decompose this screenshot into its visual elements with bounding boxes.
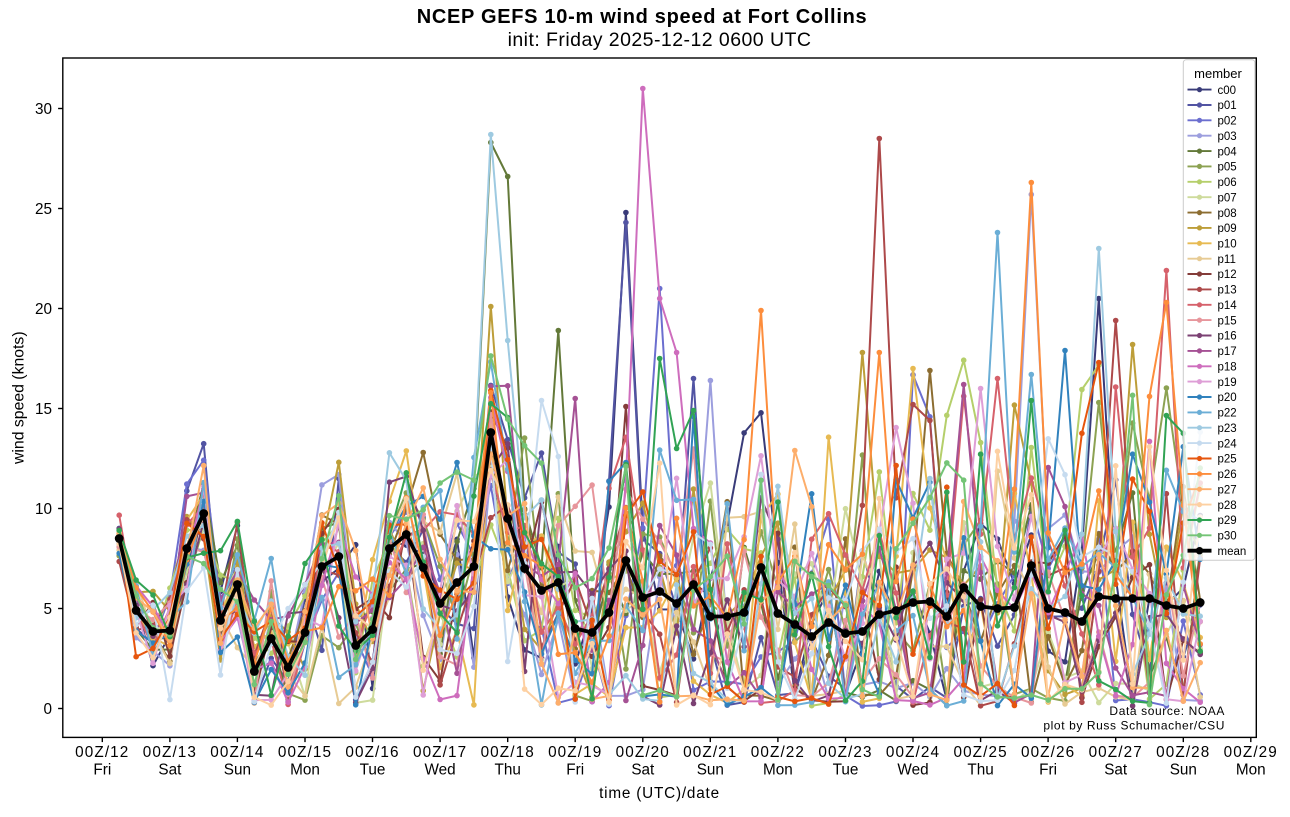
svg-text:00Z/16: 00Z/16 [345, 744, 399, 761]
svg-text:00Z/15: 00Z/15 [278, 744, 332, 761]
svg-text:00Z/19: 00Z/19 [548, 744, 602, 761]
svg-text:00Z/29: 00Z/29 [1224, 744, 1278, 761]
svg-text:Fri: Fri [566, 762, 584, 779]
svg-text:00Z/12: 00Z/12 [75, 744, 129, 761]
svg-text:00Z/20: 00Z/20 [616, 744, 670, 761]
svg-text:Tue: Tue [833, 762, 859, 779]
svg-text:p09: p09 [1218, 223, 1237, 235]
svg-text:p02: p02 [1218, 116, 1237, 128]
svg-text:p23: p23 [1218, 423, 1237, 435]
svg-text:p28: p28 [1218, 500, 1237, 512]
svg-text:00Z/24: 00Z/24 [886, 744, 940, 761]
svg-text:c00: c00 [1218, 85, 1237, 97]
svg-text:Sat: Sat [1104, 762, 1128, 779]
svg-text:time (UTC)/date: time (UTC)/date [599, 785, 720, 802]
svg-text:Sat: Sat [158, 762, 182, 779]
svg-text:15: 15 [35, 401, 52, 418]
svg-text:p16: p16 [1218, 331, 1237, 343]
svg-text:00Z/23: 00Z/23 [818, 744, 872, 761]
svg-text:p19: p19 [1218, 377, 1237, 389]
svg-text:Mon: Mon [1236, 762, 1266, 779]
svg-text:p07: p07 [1218, 192, 1237, 204]
svg-text:p22: p22 [1218, 408, 1237, 420]
svg-text:p05: p05 [1218, 162, 1237, 174]
svg-text:Wed: Wed [425, 762, 456, 779]
svg-text:wind speed (knots): wind speed (knots) [11, 331, 28, 465]
svg-text:p11: p11 [1218, 254, 1236, 266]
svg-text:00Z/26: 00Z/26 [1021, 744, 1075, 761]
svg-text:p06: p06 [1218, 177, 1237, 189]
svg-text:p24: p24 [1218, 438, 1238, 450]
svg-text:p29: p29 [1218, 515, 1237, 527]
svg-text:10: 10 [35, 501, 52, 518]
svg-text:Data source: NOAA: Data source: NOAA [1109, 704, 1225, 718]
svg-text:Mon: Mon [763, 762, 793, 779]
svg-text:p10: p10 [1218, 239, 1237, 251]
svg-text:Sun: Sun [1170, 762, 1197, 779]
svg-text:p08: p08 [1218, 208, 1237, 220]
svg-text:p25: p25 [1218, 454, 1237, 466]
svg-text:p04: p04 [1218, 146, 1238, 158]
svg-text:p13: p13 [1218, 285, 1237, 297]
svg-text:p12: p12 [1218, 269, 1237, 281]
svg-text:25: 25 [35, 201, 52, 218]
svg-text:Sat: Sat [631, 762, 655, 779]
svg-text:00Z/21: 00Z/21 [683, 744, 737, 761]
svg-text:p20: p20 [1218, 392, 1237, 404]
svg-text:p27: p27 [1218, 484, 1237, 496]
svg-text:Fri: Fri [1039, 762, 1057, 779]
svg-text:p14: p14 [1218, 300, 1238, 312]
svg-text:NCEP GEFS 10-m wind speed at F: NCEP GEFS 10-m wind speed at Fort Collin… [417, 6, 868, 28]
svg-text:p26: p26 [1218, 469, 1237, 481]
svg-text:00Z/17: 00Z/17 [413, 744, 467, 761]
svg-text:p03: p03 [1218, 131, 1237, 143]
svg-text:Thu: Thu [967, 762, 993, 779]
svg-text:30: 30 [35, 101, 52, 118]
svg-text:00Z/28: 00Z/28 [1156, 744, 1210, 761]
svg-text:init: Friday 2025-12-12 0600 U: init: Friday 2025-12-12 0600 UTC [508, 29, 812, 51]
svg-text:plot by Russ Schumacher/CSU: plot by Russ Schumacher/CSU [1043, 719, 1225, 733]
svg-text:member: member [1194, 66, 1242, 81]
svg-text:Mon: Mon [290, 762, 320, 779]
svg-text:p01: p01 [1218, 100, 1237, 112]
svg-text:0: 0 [43, 701, 52, 718]
svg-text:Thu: Thu [495, 762, 521, 779]
svg-text:00Z/14: 00Z/14 [210, 744, 264, 761]
svg-text:5: 5 [43, 601, 52, 618]
svg-text:00Z/13: 00Z/13 [143, 744, 197, 761]
svg-text:p15: p15 [1218, 315, 1237, 327]
svg-text:00Z/22: 00Z/22 [751, 744, 805, 761]
svg-text:p18: p18 [1218, 362, 1237, 374]
svg-text:00Z/27: 00Z/27 [1089, 744, 1143, 761]
svg-text:p30: p30 [1218, 531, 1237, 543]
svg-text:Tue: Tue [360, 762, 386, 779]
svg-text:Sun: Sun [697, 762, 724, 779]
svg-text:20: 20 [35, 301, 52, 318]
svg-text:Fri: Fri [93, 762, 111, 779]
svg-text:Sun: Sun [224, 762, 251, 779]
svg-text:p17: p17 [1218, 346, 1237, 358]
svg-text:00Z/25: 00Z/25 [953, 744, 1007, 761]
svg-text:00Z/18: 00Z/18 [481, 744, 535, 761]
svg-text:Wed: Wed [897, 762, 928, 779]
svg-text:mean: mean [1218, 546, 1247, 558]
